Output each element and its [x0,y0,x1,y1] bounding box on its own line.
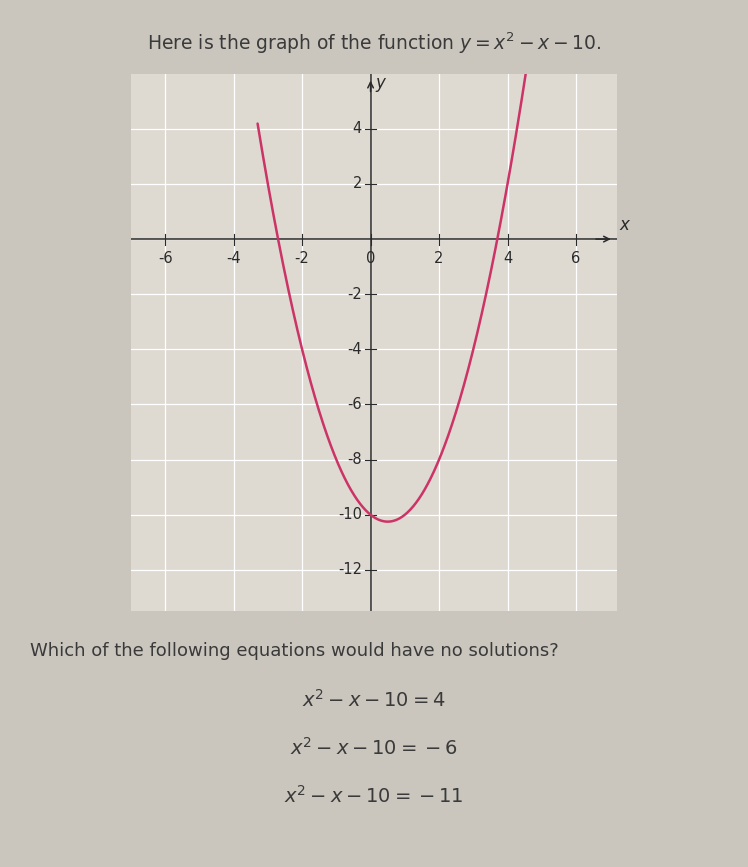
Text: -6: -6 [347,397,362,412]
Text: $x^2 - x - 10 = -11$: $x^2 - x - 10 = -11$ [284,785,464,806]
Text: -12: -12 [338,563,362,577]
Text: 0: 0 [366,251,375,266]
Text: -6: -6 [158,251,173,266]
Text: -2: -2 [347,287,362,302]
Text: $y$: $y$ [375,76,387,95]
Text: -4: -4 [227,251,241,266]
Text: -2: -2 [295,251,310,266]
Text: 4: 4 [353,121,362,136]
Text: $x$: $x$ [619,216,631,234]
Text: $x^2 - x - 10 = 4$: $x^2 - x - 10 = 4$ [302,689,446,711]
Text: Here is the graph of the function $y = x^2 - x - 10$.: Here is the graph of the function $y = x… [147,30,601,55]
Text: -4: -4 [347,342,362,357]
Text: 4: 4 [503,251,512,266]
Text: -8: -8 [347,452,362,467]
Text: 2: 2 [435,251,444,266]
Text: Which of the following equations would have no solutions?: Which of the following equations would h… [30,642,559,660]
Text: 6: 6 [571,251,580,266]
Text: 2: 2 [352,177,362,192]
Text: $x^2 - x - 10 = -6$: $x^2 - x - 10 = -6$ [290,737,458,759]
Text: -10: -10 [338,507,362,522]
